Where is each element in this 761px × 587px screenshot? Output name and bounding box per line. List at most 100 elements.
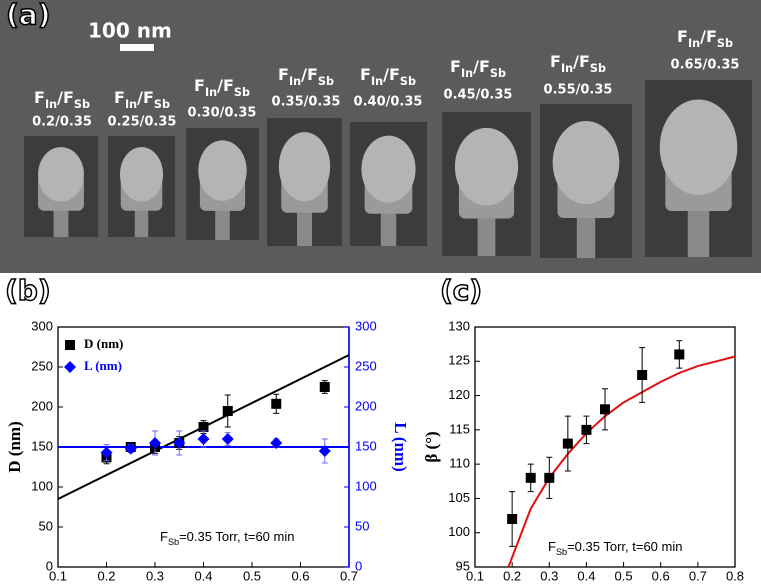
- legend-label: L (nm): [84, 358, 122, 373]
- text-part: F: [34, 88, 45, 107]
- panel-label: (b): [5, 274, 51, 307]
- x-tick-label: 0.4: [577, 568, 595, 583]
- y-tick-label: 105: [448, 490, 470, 505]
- nanowire-stem: [380, 208, 397, 246]
- legend-marker: [65, 340, 75, 350]
- text-part: F: [160, 529, 168, 544]
- subscript: Sb: [490, 67, 506, 80]
- text-part: (Torr): [190, 584, 239, 587]
- ratio-symbol: FIn/FSb: [278, 65, 334, 88]
- droplet: [198, 140, 247, 201]
- droplet: [361, 135, 416, 203]
- text-part: F: [194, 76, 205, 95]
- plot-frame: [474, 326, 736, 568]
- marker: [197, 433, 210, 445]
- y2-tick-label: 250: [355, 358, 377, 373]
- ratio-value: 0.30/0.35: [188, 106, 257, 121]
- text-part: (Torr): [591, 584, 640, 587]
- x-tick-label: 0.8: [726, 568, 744, 583]
- x-tick-label: 0.2: [97, 568, 115, 583]
- fit-line: [507, 355, 736, 568]
- subscript: In: [461, 67, 473, 80]
- ratio-value: 0.25/0.35: [108, 115, 177, 130]
- y-tick-label: 95: [456, 558, 470, 573]
- scale-bar: [120, 44, 154, 51]
- droplet: [38, 147, 84, 202]
- marker: [318, 445, 331, 457]
- subscript: Sb: [400, 75, 416, 88]
- y2-tick-label: 200: [355, 398, 377, 413]
- x-tick-label: 0.3: [146, 568, 164, 583]
- subscript: In: [45, 98, 57, 111]
- legend-marker: [64, 361, 76, 373]
- y-tick-label: 125: [448, 353, 470, 368]
- subscript: In: [125, 98, 137, 111]
- text-part: F: [677, 27, 688, 46]
- marker: [271, 398, 282, 409]
- text-part: =0.35 Torr, t=60 min: [567, 539, 682, 554]
- marker: [100, 446, 113, 459]
- subscript: Sb: [154, 98, 170, 111]
- marker: [581, 424, 592, 435]
- y-tick-label: 100: [31, 478, 53, 493]
- marker: [149, 437, 161, 449]
- x-axis-label: FIn (Torr): [168, 584, 239, 587]
- subscript: Sb: [168, 537, 179, 547]
- ratio-symbol: FIn/FSb: [360, 65, 416, 88]
- marker: [221, 433, 234, 445]
- droplet: [119, 147, 164, 202]
- panel-label: (a): [6, 0, 51, 31]
- annotation: FSb=0.35 Torr, t=60 min: [548, 539, 682, 557]
- text-part: /F: [573, 52, 590, 71]
- marker: [562, 438, 573, 449]
- marker: [525, 472, 536, 483]
- x-tick-label: 0.4: [194, 568, 212, 583]
- subscript: Sb: [717, 37, 733, 50]
- ratio-symbol: FIn/FSb: [114, 88, 170, 111]
- x-tick-label: 0.7: [689, 568, 707, 583]
- subscript: In: [561, 62, 573, 75]
- text-part: F: [550, 52, 561, 71]
- ratio-value: 0.65/0.35: [671, 58, 740, 73]
- y2-tick-label: 50: [355, 518, 369, 533]
- legend-label: D (nm): [84, 336, 123, 351]
- droplet: [552, 120, 620, 205]
- y-tick-label: 300: [31, 318, 53, 333]
- marker: [637, 370, 648, 380]
- y-axis-label: β (°): [422, 431, 441, 462]
- x-tick-label: 0.5: [615, 568, 633, 583]
- y-tick-label: 50: [39, 518, 53, 533]
- y-tick-label: 100: [448, 524, 470, 539]
- subscript: In: [289, 75, 301, 88]
- text-part: /F: [137, 88, 154, 107]
- scale-bar-label: 100 nm: [88, 19, 172, 43]
- subscript: Sb: [318, 75, 334, 88]
- x-tick-label: 0.2: [503, 568, 521, 583]
- ratio-symbol: FIn/FSb: [34, 88, 90, 111]
- x-tick-label: 0.5: [243, 568, 261, 583]
- ratio-symbol: FIn/FSb: [194, 76, 250, 99]
- droplet: [659, 99, 738, 196]
- subscript: In: [371, 75, 383, 88]
- marker: [173, 437, 186, 449]
- y-tick-label: 0: [46, 558, 53, 573]
- text-part: F: [570, 584, 580, 587]
- ratio-value: 0.40/0.35: [354, 95, 423, 110]
- panel-label: (c): [440, 274, 482, 307]
- ratio-symbol: FIn/FSb: [450, 57, 506, 80]
- y2-tick-label: 100: [355, 478, 377, 493]
- x-tick-label: 0.1: [466, 568, 484, 583]
- marker: [222, 406, 233, 416]
- x-tick-label: 0.6: [291, 568, 309, 583]
- subscript: Sb: [74, 98, 90, 111]
- marker: [319, 382, 330, 392]
- subscript: Sb: [556, 547, 567, 557]
- text-part: F: [548, 539, 556, 554]
- y2-axis-label: L (nm): [391, 422, 410, 472]
- y2-tick-label: 0: [355, 558, 362, 573]
- marker: [600, 404, 610, 415]
- y-tick-label: 120: [448, 387, 470, 402]
- text-part: /F: [301, 65, 318, 84]
- subscript: Sb: [234, 86, 250, 99]
